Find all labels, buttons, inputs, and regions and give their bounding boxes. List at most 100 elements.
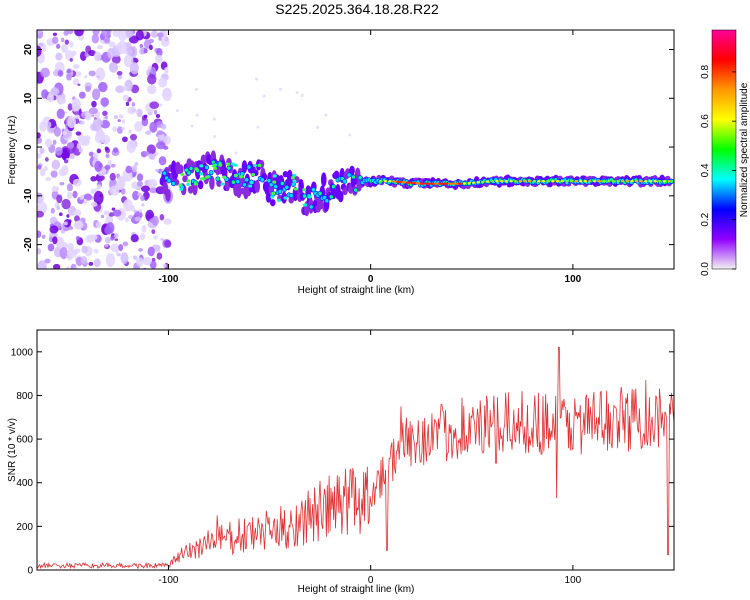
track-peak [667, 180, 671, 183]
track-core [267, 178, 271, 183]
track-peak [495, 180, 499, 183]
noise-blob [175, 109, 179, 113]
track-core [260, 178, 264, 182]
noise-blob [135, 30, 144, 41]
noise-blob [103, 37, 111, 43]
noise-blob [138, 208, 142, 213]
track-halo [236, 184, 242, 199]
track-halo [197, 180, 204, 190]
noise-blob [96, 148, 102, 154]
noise-blob [88, 50, 96, 57]
noise-blob [129, 45, 138, 58]
track-peak [500, 180, 504, 183]
track-halo [187, 185, 194, 194]
noise-blob [88, 151, 94, 157]
noise-blob [53, 127, 62, 137]
noise-blob [105, 244, 109, 248]
track-core [162, 171, 167, 175]
noise-blob [151, 257, 156, 262]
track-halo [241, 160, 248, 174]
track-peak [457, 182, 463, 185]
spectrogram-frame [36, 29, 675, 270]
noise-blob [105, 153, 110, 159]
noise-blob [125, 165, 133, 174]
noise-blob [43, 165, 48, 172]
track-peak [406, 181, 412, 184]
track-core [325, 199, 329, 203]
noise-blob [65, 266, 70, 269]
noise-blob [52, 139, 57, 145]
track-peak [630, 180, 634, 183]
track-peak [410, 181, 416, 185]
noise-blob [143, 151, 150, 156]
noise-blob [45, 138, 53, 148]
track-halo [209, 175, 215, 190]
track-core [252, 163, 257, 168]
noise-blob [195, 113, 199, 117]
noise-blob [73, 266, 77, 269]
track-core [234, 173, 239, 178]
noise-blob [112, 147, 119, 153]
noise-blob [127, 106, 137, 115]
noise-blob [149, 260, 157, 269]
snr-series [37, 347, 674, 570]
track-core [227, 166, 231, 170]
noise-blob [83, 199, 88, 205]
noise-blob [134, 121, 143, 132]
noise-blob [79, 135, 88, 146]
track-peak [644, 180, 648, 183]
noise-blob [104, 115, 108, 119]
noise-blob [147, 84, 157, 95]
noise-blob [126, 140, 137, 154]
noise-blob [324, 113, 328, 117]
track-core [285, 185, 289, 190]
noise-blob [96, 184, 102, 189]
track-peak [476, 181, 481, 184]
noise-blob [91, 33, 100, 44]
noise-blob [118, 244, 124, 252]
track-halo [320, 172, 327, 187]
noise-blob [104, 164, 111, 170]
track-core [318, 191, 322, 196]
track-peak [490, 180, 495, 183]
noise-blob [78, 91, 86, 99]
snr-x-tick-label: 0 [368, 575, 374, 586]
noise-blob [37, 164, 42, 170]
snr-x-axis-label: Height of straight line (km) [298, 584, 415, 595]
noise-blob [98, 81, 108, 93]
track-core [186, 179, 191, 183]
noise-blob [160, 123, 167, 130]
track-peak [415, 182, 421, 185]
noise-blob [143, 49, 148, 54]
colorbar-tick-label: 0.6 [700, 114, 711, 128]
noise-blob [107, 47, 115, 59]
track-core [240, 172, 244, 176]
noise-blob [135, 257, 144, 267]
track-core [329, 195, 333, 199]
noise-blob [163, 145, 169, 150]
spectrogram-y-tick-label: -20 [23, 237, 34, 252]
noise-blob [164, 66, 169, 74]
noise-blob [316, 125, 320, 129]
noise-blob [101, 30, 111, 37]
noise-blob [113, 115, 119, 120]
noise-blob [38, 42, 44, 47]
track-core [186, 182, 191, 187]
track-peak [481, 180, 485, 184]
noise-blob [75, 131, 82, 136]
noise-blob [155, 113, 161, 118]
track-peak [396, 180, 402, 184]
noise-blob [164, 36, 169, 42]
noise-blob [51, 36, 59, 45]
noise-blob [142, 256, 152, 266]
track-peak [551, 180, 555, 183]
noise-blob [101, 135, 111, 145]
noise-blob [95, 221, 102, 229]
noise-blob [116, 70, 123, 76]
signal-track [159, 150, 674, 217]
noise-blob [73, 209, 82, 217]
noise-blob [149, 101, 160, 109]
noise-blob [81, 245, 88, 254]
